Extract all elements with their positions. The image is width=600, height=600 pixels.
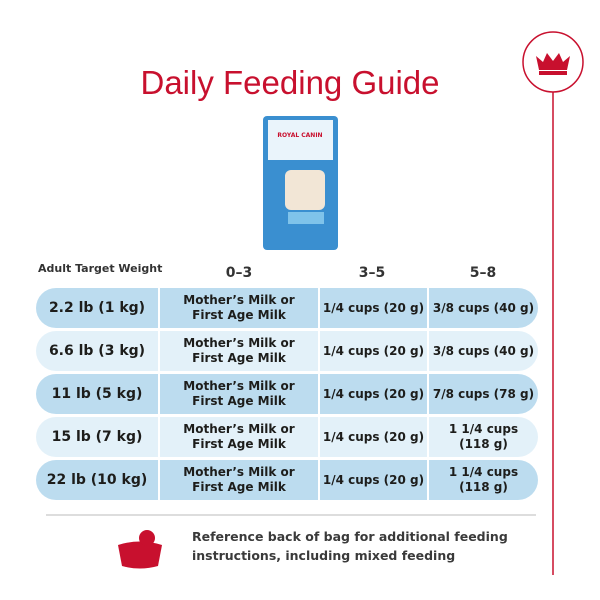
feeding-cell: 3/8 cups (40 g) <box>429 331 538 371</box>
feeding-cell: 1/4 cups (20 g) <box>320 288 427 328</box>
weight-cell: 15 lb (7 kg) <box>36 417 158 457</box>
cell-line: 1 1/4 cups <box>448 422 519 436</box>
crown <box>536 53 570 70</box>
cell-line: (118 g) <box>459 437 508 451</box>
column-header: Adult Target Weight <box>38 262 163 275</box>
feeding-cell: 1/4 cups (20 g) <box>320 460 427 500</box>
cell-line: 1/4 cups (20 g) <box>322 386 425 401</box>
cell-line: First Age Milk <box>192 394 286 408</box>
feeding-cell: 1/4 cups (20 g) <box>320 331 427 371</box>
cell-line: 3/8 cups (40 g) <box>432 343 535 358</box>
feeding-cell: 1 1/4 cups (118 g) <box>429 460 538 500</box>
bag-dogs <box>285 170 325 210</box>
feeding-cell: Mother’s Milk or First Age Milk <box>160 374 318 414</box>
cell-line: First Age Milk <box>192 351 286 365</box>
cell-line: Mother’s Milk or <box>183 336 295 350</box>
cell-line: 1/4 cups (20 g) <box>322 343 425 358</box>
cell-line: 7/8 cups (78 g) <box>432 386 535 401</box>
bag-brand: ROYAL CANIN <box>277 132 323 139</box>
cell-line: Mother’s Milk or <box>183 422 295 436</box>
feeding-cell: Mother’s Milk or First Age Milk <box>160 460 318 500</box>
feeding-cell: 1/4 cups (20 g) <box>320 417 427 457</box>
crown-base <box>539 71 567 75</box>
column-header: 5–8 <box>469 265 497 281</box>
cell-line: (118 g) <box>459 480 508 494</box>
column-header: 0–3 <box>225 265 253 281</box>
weight-cell: 6.6 lb (3 kg) <box>36 331 158 371</box>
feeding-cell: 3/8 cups (40 g) <box>429 288 538 328</box>
cell-line: Mother’s Milk or <box>183 379 295 393</box>
cell-line: First Age Milk <box>192 308 286 322</box>
note-line: instructions, including mixed feeding <box>192 548 456 563</box>
weight-cell: 2.2 lb (1 kg) <box>36 288 158 328</box>
bowl <box>118 541 162 569</box>
cell-line: First Age Milk <box>192 480 286 494</box>
cell-line: 1/4 cups (20 g) <box>322 429 425 444</box>
bag-stripe <box>288 212 324 224</box>
kibble <box>139 530 155 546</box>
feeding-cell: 1/4 cups (20 g) <box>320 374 427 414</box>
cell-line: First Age Milk <box>192 437 286 451</box>
cell-line: 1/4 cups (20 g) <box>322 300 425 315</box>
weight-cell: 11 lb (5 kg) <box>36 374 158 414</box>
title: Daily Feeding Guide <box>140 64 440 101</box>
cell-line: 3/8 cups (40 g) <box>432 300 535 315</box>
cell-line: 1 1/4 cups <box>448 465 519 479</box>
cell-line: Mother’s Milk or <box>183 293 295 307</box>
weight-cell: 22 lb (10 kg) <box>36 460 158 500</box>
column-header: 3–5 <box>358 265 386 281</box>
note-line: Reference back of bag for additional fee… <box>192 529 508 544</box>
feeding-cell: 1 1/4 cups (118 g) <box>429 417 538 457</box>
cell-line: 1/4 cups (20 g) <box>322 472 425 487</box>
feeding-cell: 7/8 cups (78 g) <box>429 374 538 414</box>
feeding-cell: Mother’s Milk or First Age Milk <box>160 417 318 457</box>
feeding-cell: Mother’s Milk or First Age Milk <box>160 331 318 371</box>
feeding-cell: Mother’s Milk or First Age Milk <box>160 288 318 328</box>
bag-label <box>268 120 333 160</box>
cell-line: Mother’s Milk or <box>183 465 295 479</box>
